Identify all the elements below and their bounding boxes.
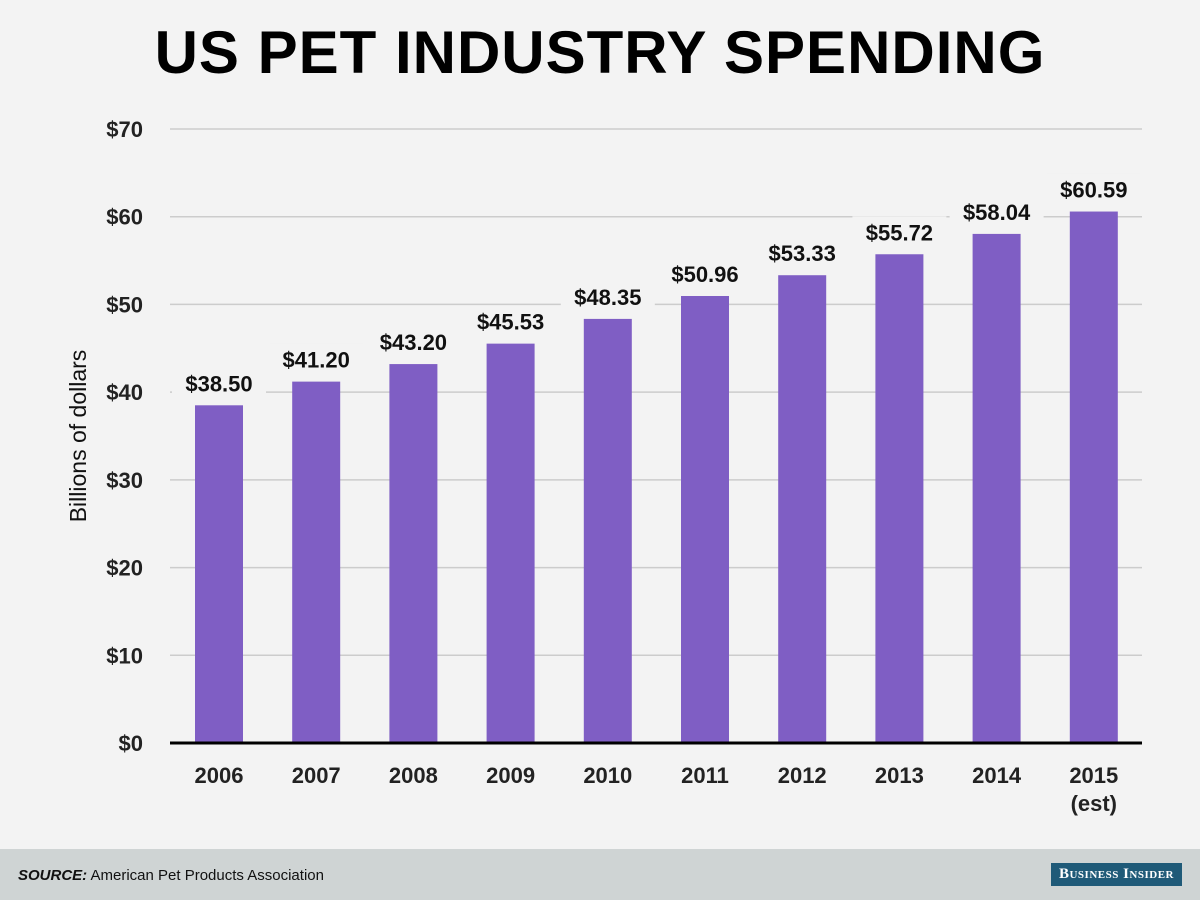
data-label: $45.53 bbox=[477, 310, 544, 335]
bar bbox=[778, 275, 827, 743]
bar bbox=[583, 318, 632, 743]
bar bbox=[292, 381, 341, 743]
bar bbox=[972, 233, 1021, 743]
bar bbox=[389, 364, 438, 743]
x-tick-label: 2012 bbox=[778, 763, 827, 788]
data-label-background bbox=[949, 195, 1044, 226]
bar bbox=[1069, 211, 1118, 744]
chart-title: US PET INDUSTRY SPENDING bbox=[154, 19, 1046, 86]
data-label: $55.72 bbox=[866, 220, 933, 245]
y-tick-label: $70 bbox=[106, 117, 143, 142]
source-label: SOURCE: bbox=[18, 867, 88, 884]
y-tick-label: $20 bbox=[106, 556, 143, 581]
y-tick-label: $10 bbox=[106, 643, 143, 668]
y-axis-label: Billions of dollars bbox=[65, 350, 91, 523]
data-label: $53.33 bbox=[769, 241, 836, 266]
x-tick-label: 2013 bbox=[875, 763, 924, 788]
x-tick-label: 2011 bbox=[681, 763, 729, 788]
data-label-background bbox=[658, 258, 752, 289]
y-tick-label: $0 bbox=[119, 731, 143, 756]
data-label: $38.50 bbox=[185, 371, 252, 396]
y-tick-label: $50 bbox=[106, 292, 143, 317]
x-tick-label: 2009 bbox=[486, 763, 535, 788]
data-label-background bbox=[852, 216, 947, 247]
data-label-background bbox=[560, 280, 655, 311]
data-label: $48.35 bbox=[574, 285, 641, 310]
x-tick-label: 2010 bbox=[583, 763, 632, 788]
business-insider-logo: Business Insider bbox=[1050, 863, 1182, 886]
data-label-background bbox=[366, 326, 461, 357]
x-tick-label: 2006 bbox=[195, 763, 244, 788]
y-tick-label: $30 bbox=[106, 468, 143, 493]
data-label-background bbox=[755, 237, 850, 268]
x-tick-label: 2014 bbox=[972, 763, 1022, 788]
bar bbox=[486, 343, 535, 743]
bar bbox=[681, 296, 729, 743]
bar bbox=[875, 254, 924, 744]
source-note: SOURCE: American Pet Products Associatio… bbox=[18, 867, 324, 884]
data-label-background bbox=[269, 343, 364, 374]
data-label: $41.20 bbox=[283, 348, 350, 373]
y-tick-label: $60 bbox=[106, 205, 143, 230]
data-label: $60.59 bbox=[1060, 178, 1127, 203]
data-label: $50.96 bbox=[671, 262, 738, 287]
x-tick-label: (est) bbox=[1071, 791, 1117, 816]
data-label-background bbox=[463, 305, 558, 336]
y-tick-label: $40 bbox=[106, 380, 143, 405]
bar bbox=[195, 405, 243, 743]
x-tick-label: 2007 bbox=[292, 763, 341, 788]
x-tick-label: 2008 bbox=[389, 763, 438, 788]
data-label-background bbox=[1046, 173, 1141, 204]
data-label: $43.20 bbox=[380, 330, 447, 355]
data-label: $58.04 bbox=[963, 200, 1031, 225]
source-text: American Pet Products Association bbox=[90, 867, 324, 884]
footer: SOURCE: American Pet Products Associatio… bbox=[0, 849, 1200, 900]
bar-chart: $0 $10 $20 $30 $40 $50 $60 $70 Billions of dolla… bbox=[65, 117, 1142, 816]
data-label-background bbox=[172, 367, 266, 398]
x-tick-label: 2015 bbox=[1069, 763, 1118, 788]
